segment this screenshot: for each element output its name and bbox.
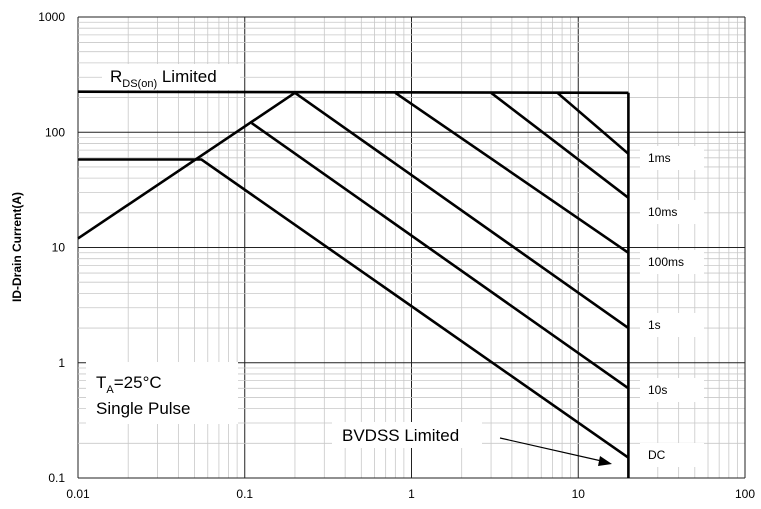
ta-sub: A [106,384,114,396]
x-tick-label: 0.01 [66,487,90,501]
series-label-bg [640,146,704,170]
series-label-dc: DC [648,448,666,462]
series-lines [78,91,630,459]
rds-on-limited-label: RDS(on) Limited [110,67,217,90]
grid [77,16,746,479]
series-label-bg [640,250,704,274]
series-label-bg [640,313,704,337]
series-label-bg [640,200,704,224]
series-label-100ms: 100ms [648,255,684,269]
boundary-rds-on-limited [77,91,296,240]
x-tick-label: 100 [735,487,755,501]
y-tick-label: 0.1 [48,471,65,485]
ta-suffix: =25°C [114,373,162,392]
single-pulse-label: Single Pulse [96,399,191,418]
ta-label: TA=25°C [96,373,162,396]
series-line-1s [294,91,630,330]
series-line-dc [78,158,630,459]
rds-sub: DS(on) [122,78,157,90]
series-label-bg [640,378,704,402]
y-tick-label: 1000 [38,10,65,24]
bvdss-label-bg [332,422,482,448]
series-label-10s: 10s [648,383,667,397]
ta-label-bg [86,362,238,424]
rds-suffix: Limited [157,67,217,86]
series-label-1ms: 1ms [648,151,671,165]
series-label-bg [640,443,704,467]
bvdss-arrow-head [598,456,612,466]
x-tick-label: 1 [408,487,415,501]
series-label-10ms: 10ms [648,205,677,219]
rds-main: R [110,67,122,86]
series-line-1ms [556,91,630,155]
y-tick-label: 100 [45,125,65,139]
rds-label-bg [102,64,240,90]
series-line-100ms [394,91,630,254]
y-tick-label: 10 [52,241,66,255]
series-label-1s: 1s [648,318,661,332]
boundary-lines [77,90,630,478]
bvdss-arrow-line [499,437,607,463]
x-tick-label: 10 [572,487,586,501]
y-axis-label: ID-Drain Current(A) [10,192,24,302]
bvdss-limited-label: BVDSS Limited [342,426,459,445]
y-tick-label: 1 [58,356,65,370]
series-line-10s [250,122,630,390]
boundary-current-limit [77,90,629,95]
series-labels: 1ms 10ms 100ms 1s 10s DC [640,146,704,467]
x-tick-label: 0.1 [236,487,253,501]
series-line-10ms [490,91,630,199]
ta-main: T [96,373,106,392]
